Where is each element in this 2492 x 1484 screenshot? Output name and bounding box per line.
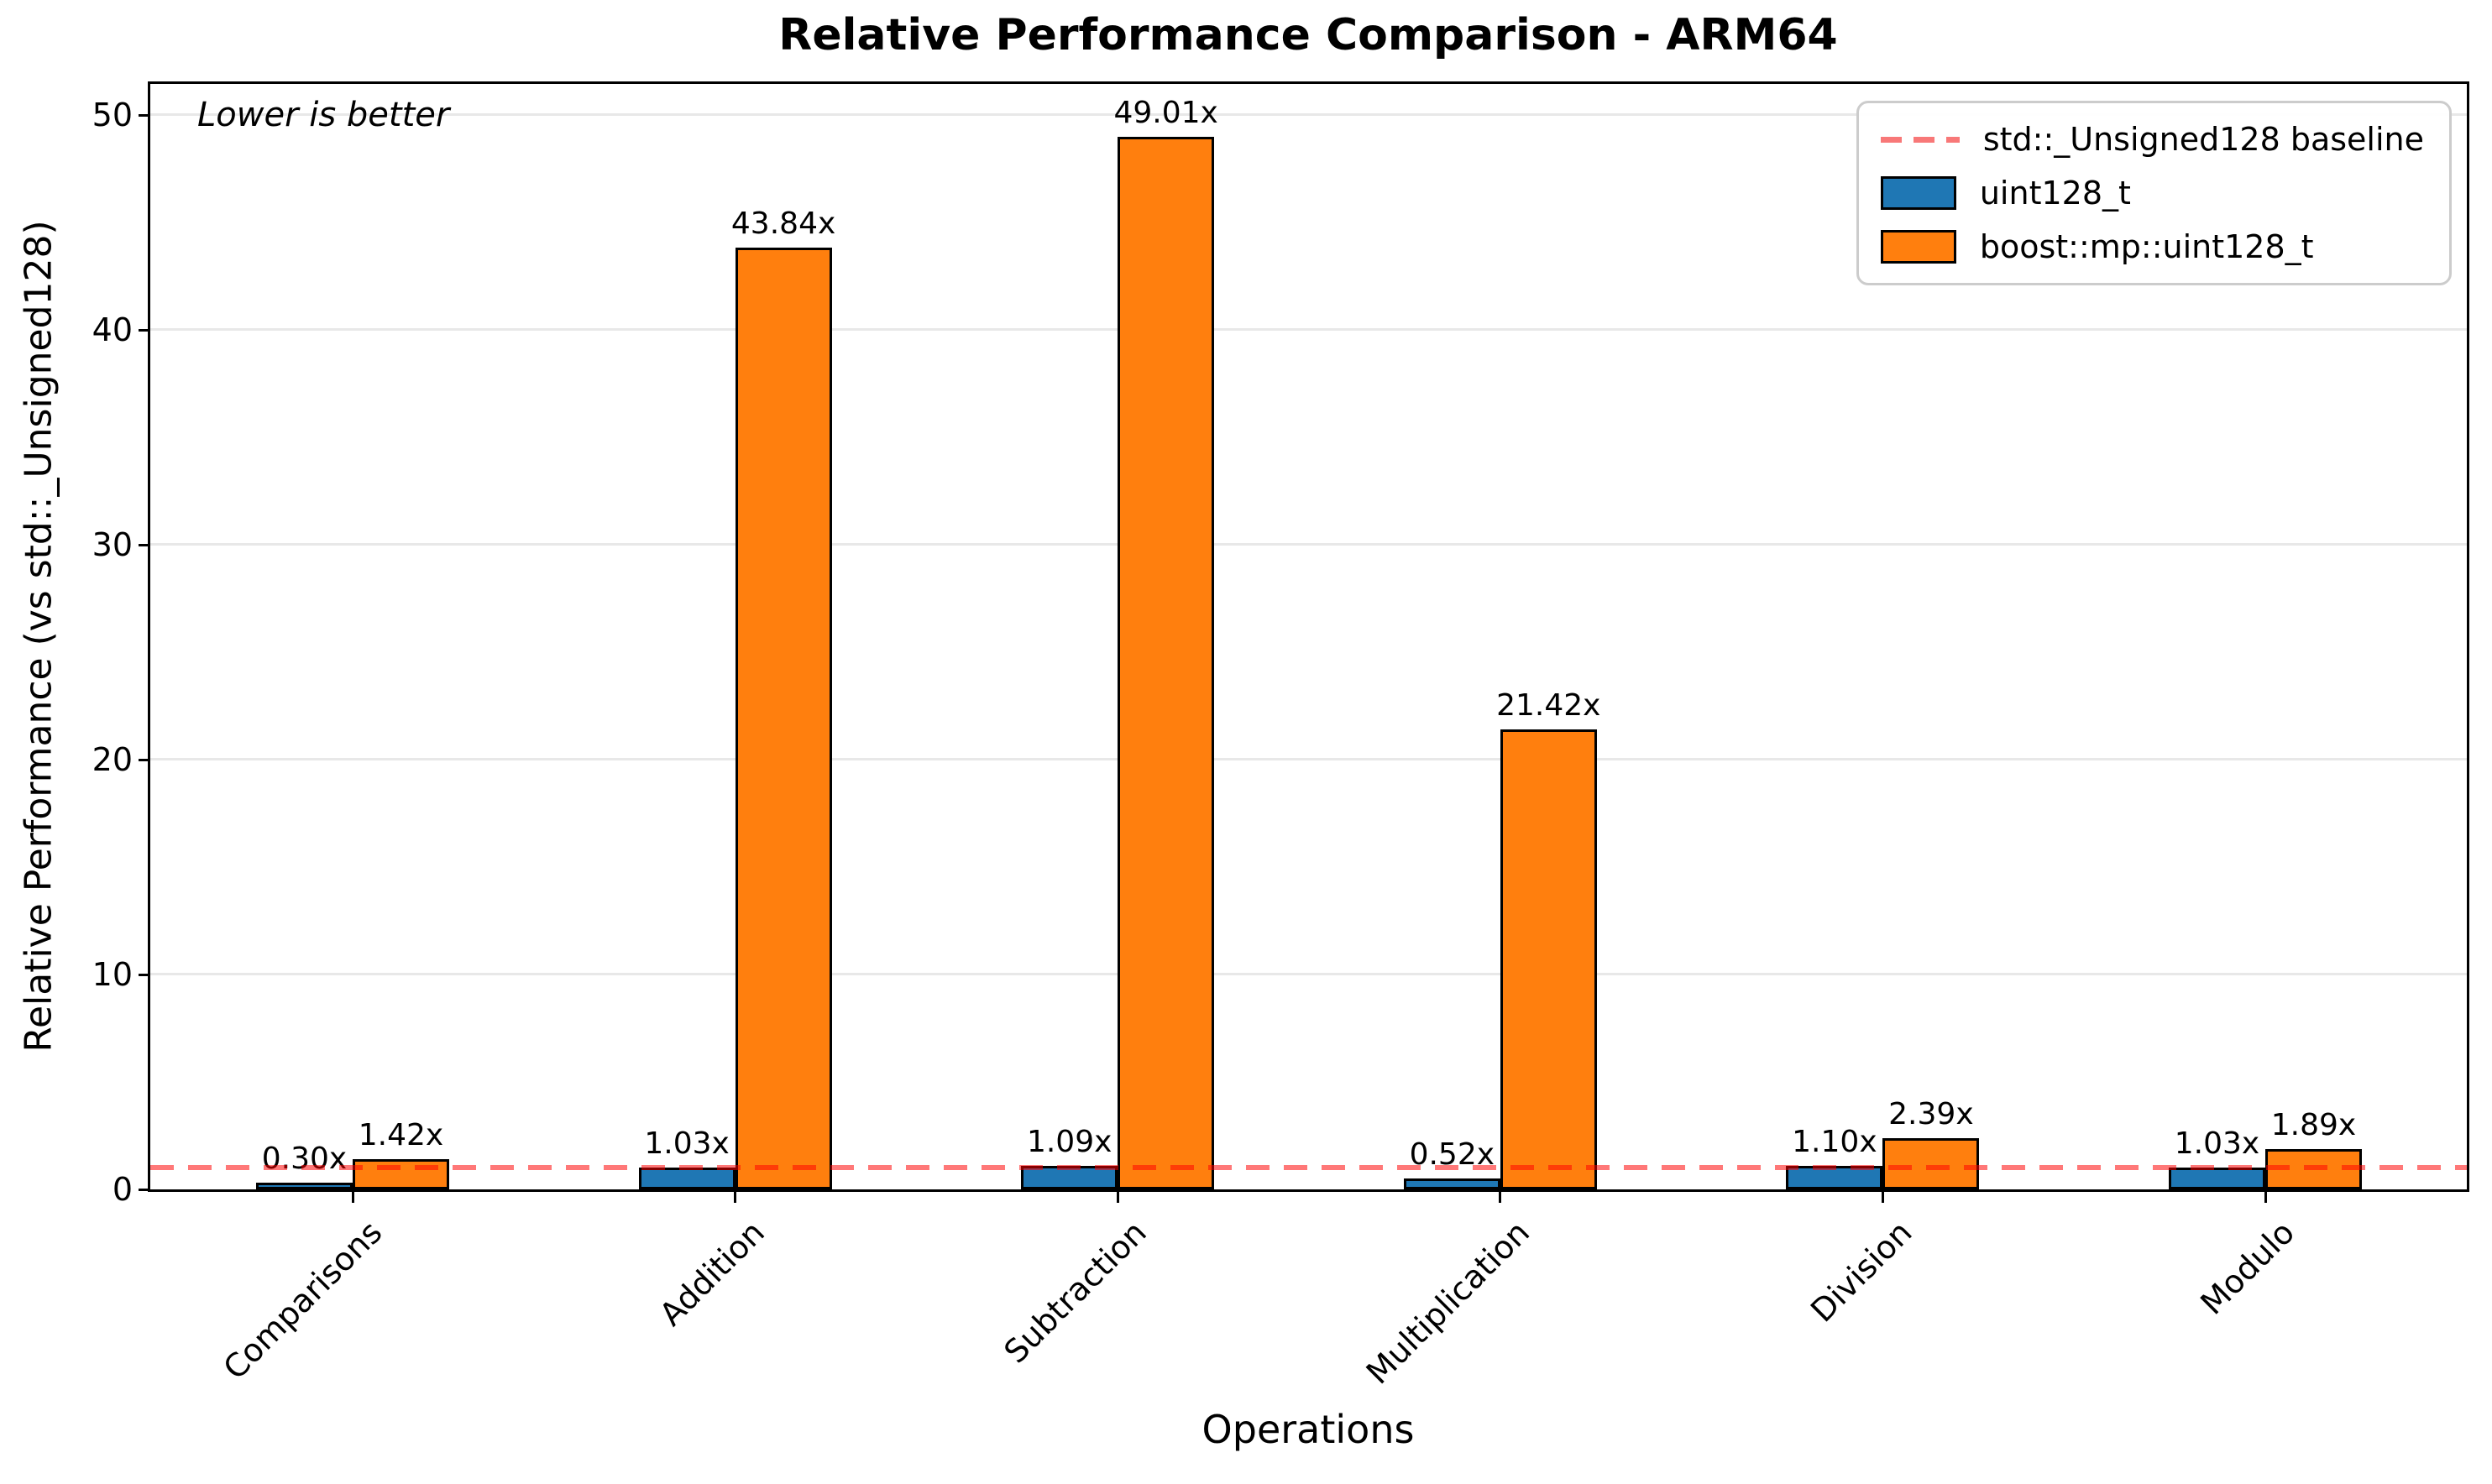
- gridline: [150, 328, 2467, 332]
- bar-uint128-t: [638, 1168, 736, 1189]
- gridline: [150, 973, 2467, 976]
- bar-value-label: 1.89x: [2270, 1108, 2357, 1142]
- lower-is-better-note: Lower is better: [197, 96, 450, 134]
- x-axis-label: Operations: [1202, 1407, 1415, 1452]
- bar-value-label: 1.03x: [2174, 1126, 2260, 1161]
- legend-item-baseline: std::_Unsigned128 baseline: [1880, 118, 2424, 160]
- boost-swatch-icon: [1880, 230, 1956, 264]
- legend-item-uint128: uint128_t: [1880, 172, 2424, 214]
- x-tick-mark: [1116, 1192, 1119, 1203]
- x-tick-label: Modulo: [2193, 1214, 2302, 1322]
- legend-label-baseline: std::_Unsigned128 baseline: [1982, 121, 2424, 158]
- bar-uint128-t: [256, 1183, 353, 1189]
- gridline: [150, 758, 2467, 761]
- bar-value-label: 1.42x: [358, 1118, 444, 1152]
- bar-value-label: 0.30x: [261, 1142, 348, 1176]
- bar-uint128-t: [2169, 1168, 2265, 1189]
- x-tick-label: Comparisons: [216, 1214, 390, 1387]
- uint128-swatch-icon: [1880, 176, 1956, 210]
- y-tick-label: 0: [112, 1171, 133, 1208]
- bar-boost-mp-uint128-t: [735, 248, 832, 1189]
- x-tick-mark: [1499, 1192, 1502, 1203]
- gridline: [150, 113, 2467, 117]
- bar-value-label: 1.10x: [1792, 1125, 1877, 1159]
- bar-value-label: 1.09x: [1026, 1125, 1112, 1159]
- bar-boost-mp-uint128-t: [1118, 137, 1215, 1189]
- baseline-dashed-line: [150, 1165, 2467, 1171]
- y-tick-label: 50: [92, 97, 133, 134]
- x-tick-label: Addition: [652, 1214, 772, 1334]
- x-tick-mark: [351, 1192, 354, 1203]
- x-tick-label: Multiplication: [1359, 1214, 1537, 1392]
- legend: std::_Unsigned128 baseline uint128_t boo…: [1856, 101, 2452, 285]
- x-tick-mark: [734, 1192, 737, 1203]
- x-tick-label: Subtraction: [997, 1214, 1154, 1371]
- bar-boost-mp-uint128-t: [353, 1159, 449, 1189]
- bar-value-label: 21.42x: [1496, 688, 1601, 723]
- bar-uint128-t: [1403, 1178, 1500, 1189]
- legend-label-boost: boost::mp::uint128_t: [1979, 228, 2314, 265]
- legend-item-boost: boost::mp::uint128_t: [1880, 226, 2424, 268]
- baseline-dash-swatch-icon: [1880, 136, 1960, 143]
- x-tick-label: Division: [1803, 1214, 1919, 1330]
- bar-value-label: 2.39x: [1888, 1097, 1974, 1131]
- bar-boost-mp-uint128-t: [1882, 1138, 1980, 1189]
- bar-boost-mp-uint128-t: [1500, 729, 1597, 1189]
- bar-value-label: 1.03x: [644, 1126, 730, 1161]
- legend-label-uint128: uint128_t: [1979, 175, 2131, 212]
- bar-value-label: 43.84x: [730, 206, 836, 241]
- x-tick-mark: [2264, 1192, 2267, 1203]
- y-axis-label: Relative Performance (vs std::_Unsigned1…: [17, 220, 60, 1053]
- bar-value-label: 49.01x: [1113, 96, 1218, 130]
- chart-title: Relative Performance Comparison - ARM64: [778, 10, 1838, 60]
- gridline: [150, 543, 2467, 546]
- x-tick-mark: [1881, 1192, 1884, 1203]
